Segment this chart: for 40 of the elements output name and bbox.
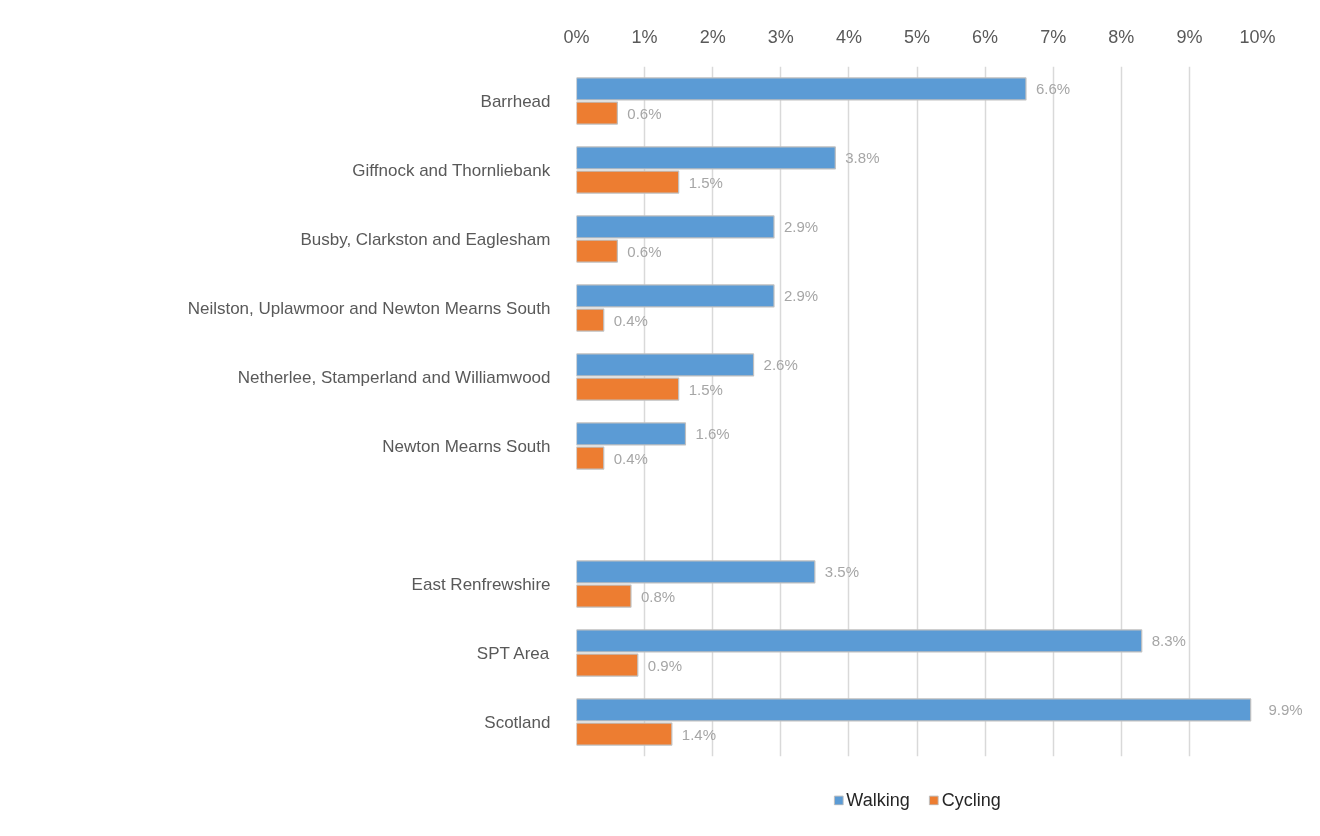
x-tick-label: 10% xyxy=(1239,26,1276,47)
y-tick-label: Newton Mearns South xyxy=(382,436,551,456)
y-tick-label: Scotland xyxy=(484,712,551,732)
data-label: 0.9% xyxy=(647,656,682,674)
x-tick-label: 1% xyxy=(631,26,658,47)
y-tick-label: Barrhead xyxy=(480,91,551,111)
data-label: 0.6% xyxy=(627,242,662,260)
data-label: 2.6% xyxy=(763,356,798,374)
data-label: 3.5% xyxy=(824,563,860,581)
x-tick-label: 4% xyxy=(835,26,862,47)
data-label: 1.6% xyxy=(695,425,730,443)
data-label: 0.6% xyxy=(627,104,662,122)
data-label: 1.4% xyxy=(681,725,717,743)
data-label: 1.5% xyxy=(688,173,723,191)
data-label: 2.9% xyxy=(783,218,819,236)
y-tick-label: Giffnock and Thornliebank xyxy=(352,160,551,180)
x-tick-label: 3% xyxy=(767,26,794,47)
x-tick-label: 5% xyxy=(903,26,931,47)
data-label: 1.5% xyxy=(688,380,723,398)
x-tick-label: 0% xyxy=(563,26,590,47)
y-tick-label: Busby, Clarkston and Eaglesham xyxy=(300,229,551,249)
x-tick-label: 8% xyxy=(1108,26,1135,47)
data-label: 6.6% xyxy=(1035,80,1071,98)
x-tick-label: 2% xyxy=(699,26,726,47)
y-tick-label: Netherlee, Stamperland and Williamwood xyxy=(237,367,551,387)
data-label: 0.4% xyxy=(613,449,648,467)
data-label: 8.3% xyxy=(1151,632,1186,650)
x-tick-label: 7% xyxy=(1040,26,1067,47)
data-label: 0.8% xyxy=(640,587,676,605)
data-label: 2.9% xyxy=(783,287,819,305)
x-tick-label: 6% xyxy=(972,26,999,47)
x-tick-label: 9% xyxy=(1176,26,1203,47)
legend-label: Cycling xyxy=(941,789,1001,811)
data-label: 9.9% xyxy=(1268,701,1303,719)
y-tick-label: Neilston, Uplawmoor and Newton Mearns South xyxy=(187,298,551,318)
data-label: 0.4% xyxy=(613,311,648,329)
legend-label: Walking xyxy=(846,789,910,811)
data-label: 3.8% xyxy=(845,149,880,167)
y-tick-label: SPT Area xyxy=(476,643,550,663)
y-tick-label: East Renfrewshire xyxy=(411,574,551,594)
